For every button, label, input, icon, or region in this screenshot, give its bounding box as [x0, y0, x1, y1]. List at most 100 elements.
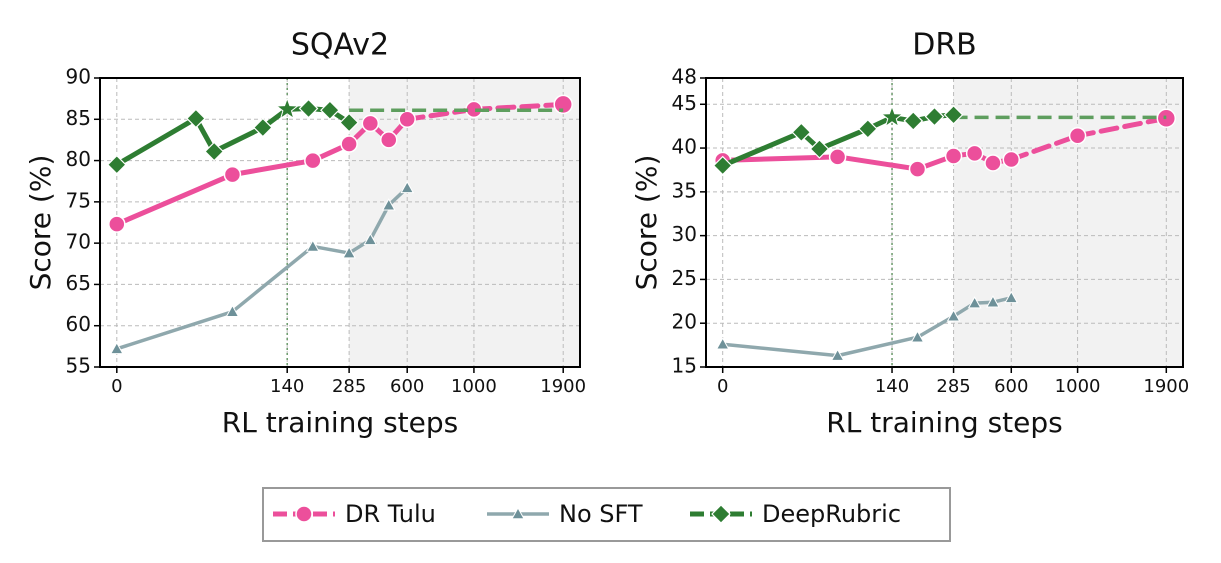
data-point: [381, 198, 396, 211]
data-point: [924, 106, 945, 127]
x-tick-label: 0: [111, 376, 122, 397]
data-point: [109, 341, 124, 355]
data-point: [320, 100, 340, 121]
legend-item: DR Tulu: [273, 500, 436, 528]
data-point: [984, 154, 1002, 172]
data-point: [943, 104, 964, 125]
plot-frame: [99, 77, 581, 368]
data-point: [204, 141, 225, 162]
x-tick-label: 1000: [451, 376, 497, 397]
data-point: [944, 147, 963, 165]
data-point: [253, 117, 273, 138]
data-point: [967, 296, 982, 309]
legend-marker: [511, 506, 525, 520]
data-point: [828, 148, 847, 166]
legend-item: DeepRubric: [690, 500, 901, 528]
legend-label: No SFT: [559, 500, 643, 528]
data-point: [186, 108, 206, 129]
shaded-region: [953, 78, 1183, 367]
y-tick-label: 55: [66, 354, 91, 378]
data-point: [910, 330, 925, 343]
legend-label: DeepRubric: [762, 500, 901, 528]
y-tick-label: 15: [672, 354, 697, 378]
data-point: [553, 94, 573, 115]
y-tick-label: 85: [66, 106, 91, 130]
y-tick-label: 48: [672, 65, 697, 89]
data-point: [225, 304, 240, 317]
data-point: [361, 114, 380, 133]
y-tick-label: 35: [672, 178, 697, 202]
x-tick-label: 1900: [1143, 376, 1189, 397]
x-tick-label: 600: [994, 376, 1028, 397]
line-segment: [211, 125, 266, 154]
y-tick-label: 20: [672, 310, 697, 334]
y-tick-label: 70: [66, 230, 91, 254]
line-segment: [720, 342, 840, 358]
data-point: [830, 348, 845, 361]
x-tick-label: 285: [332, 376, 366, 397]
data-point: [986, 295, 1000, 308]
line-segment: [1008, 133, 1081, 162]
line-segment: [229, 158, 316, 178]
chart-title: SQAv2: [291, 28, 389, 63]
line-segment: [230, 244, 315, 314]
x-axis-label: RL training steps: [826, 406, 1062, 439]
data-point: [946, 309, 961, 322]
y-axis-label: Score (%): [630, 155, 663, 291]
data-point: [298, 98, 319, 119]
data-point: [305, 239, 320, 252]
x-tick-label: 140: [270, 376, 304, 397]
line-segment: [1075, 115, 1169, 139]
x-tick-label: 600: [390, 376, 424, 397]
data-point: [398, 110, 416, 129]
data-point: [857, 118, 878, 139]
line-segment: [816, 126, 871, 152]
line-segment: [835, 154, 920, 172]
data-point: [342, 246, 356, 259]
data-point: [339, 112, 359, 133]
x-tick-label: 1900: [540, 376, 586, 397]
data-point: [340, 135, 358, 153]
y-tick-label: 75: [66, 188, 91, 212]
legend-item: No SFT: [487, 500, 643, 528]
data-point: [275, 96, 300, 120]
data-point: [380, 131, 398, 149]
y-tick-label: 45: [672, 91, 697, 115]
y-tick-label: 25: [672, 266, 697, 290]
x-tick-label: 1000: [1055, 376, 1101, 397]
legend-frame: [262, 487, 951, 542]
data-point: [108, 215, 126, 233]
data-point: [1004, 290, 1019, 304]
y-tick-label: 65: [66, 271, 91, 295]
data-point: [965, 144, 984, 163]
line-segment: [915, 314, 956, 339]
line-segment: [114, 172, 235, 227]
data-point: [106, 154, 127, 175]
data-point: [903, 111, 924, 131]
data-point: [715, 337, 730, 350]
line-segment: [720, 129, 804, 169]
y-tick-label: 40: [672, 135, 697, 159]
data-point: [1068, 127, 1087, 145]
legend: DR Tulu No SFT DeepRubric: [262, 487, 951, 542]
y-tick-label: 90: [66, 65, 91, 89]
data-point: [223, 165, 242, 184]
shaded-region: [349, 78, 580, 367]
line-segment: [114, 115, 199, 168]
data-point: [363, 232, 378, 246]
y-tick-label: 60: [66, 312, 91, 336]
y-tick-label: 80: [66, 147, 91, 171]
data-point: [304, 151, 322, 170]
legend-marker: [295, 505, 313, 523]
data-point: [1002, 150, 1021, 169]
line-segment: [115, 309, 235, 351]
line-segment: [835, 335, 920, 358]
x-tick-label: 140: [875, 376, 909, 397]
data-point: [712, 155, 733, 176]
line-segment: [368, 203, 391, 242]
chart-title: DRB: [912, 28, 977, 63]
line-segment: [311, 244, 351, 255]
x-tick-label: 285: [936, 376, 970, 397]
x-axis-label: RL training steps: [222, 406, 458, 439]
